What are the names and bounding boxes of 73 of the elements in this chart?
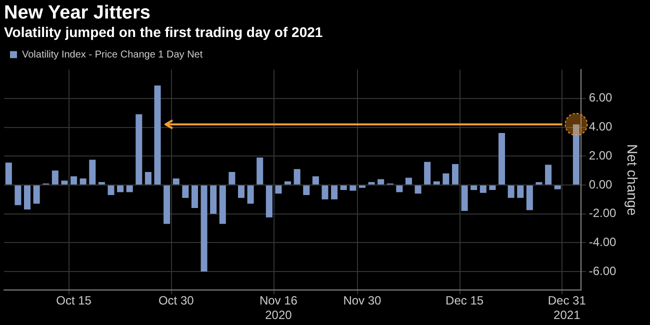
bar bbox=[200, 185, 208, 272]
chart-subtitle: Volatility jumped on the first trading day of 2021 bbox=[4, 24, 323, 40]
bar bbox=[266, 185, 272, 218]
bar bbox=[80, 178, 86, 184]
legend-label: Volatility Index - Price Change 1 Day Net bbox=[22, 49, 203, 60]
y-tick-label: -6.00 bbox=[588, 264, 617, 278]
y-tick-label: -2.00 bbox=[588, 206, 617, 220]
bar bbox=[396, 185, 403, 192]
bar bbox=[144, 172, 152, 184]
bar bbox=[470, 185, 478, 190]
bar bbox=[554, 185, 561, 190]
bar bbox=[340, 185, 347, 190]
bar bbox=[275, 185, 282, 194]
bar bbox=[405, 178, 412, 184]
bar bbox=[210, 185, 217, 214]
bar bbox=[433, 181, 440, 184]
y-tick-label: 2.00 bbox=[588, 148, 613, 162]
x-tick-label: Oct 15 bbox=[56, 294, 92, 308]
bar bbox=[489, 185, 496, 190]
x-tick-label: Dec 15 bbox=[446, 294, 484, 308]
bar bbox=[442, 173, 450, 184]
bar bbox=[350, 185, 356, 191]
bar bbox=[526, 185, 533, 210]
bar bbox=[33, 185, 40, 204]
bar bbox=[508, 185, 514, 198]
x-tick-label: Nov 16 2020 bbox=[259, 294, 298, 322]
bar bbox=[545, 164, 552, 184]
bar bbox=[452, 164, 458, 184]
y-axis-title: Net change bbox=[624, 144, 641, 216]
bar bbox=[219, 185, 226, 224]
bar bbox=[294, 169, 300, 184]
bar bbox=[312, 176, 319, 184]
bar bbox=[61, 180, 68, 184]
bar bbox=[191, 185, 198, 208]
bar bbox=[182, 185, 189, 198]
bar bbox=[164, 185, 170, 224]
bar bbox=[424, 162, 431, 184]
bar bbox=[498, 133, 506, 184]
bar bbox=[572, 124, 580, 184]
y-tick-label: -4.00 bbox=[588, 234, 617, 249]
bar bbox=[14, 185, 22, 206]
bar bbox=[284, 181, 292, 184]
bar bbox=[70, 176, 78, 184]
bar bbox=[52, 170, 58, 184]
bar bbox=[461, 185, 468, 211]
bar bbox=[24, 185, 31, 210]
bar bbox=[5, 162, 12, 184]
bar bbox=[322, 185, 328, 200]
bar bbox=[358, 185, 366, 188]
y-tick-label: 0.00 bbox=[588, 177, 613, 192]
y-tick-label: 4.00 bbox=[588, 120, 613, 134]
x-tick-label: Nov 30 bbox=[343, 294, 382, 308]
bar bbox=[154, 85, 161, 184]
bar bbox=[303, 185, 310, 196]
y-tick-label: 6.00 bbox=[588, 90, 613, 105]
bar bbox=[256, 158, 264, 184]
bar bbox=[228, 172, 236, 184]
bar bbox=[414, 185, 422, 194]
bar bbox=[247, 185, 254, 204]
bar bbox=[378, 179, 384, 184]
chart-title: New Year Jitters bbox=[4, 2, 150, 24]
x-tick-label: Dec 31 2021 bbox=[548, 294, 586, 322]
bar bbox=[517, 185, 524, 198]
bar bbox=[126, 185, 133, 192]
bar bbox=[136, 114, 142, 184]
bar bbox=[480, 185, 486, 193]
x-tick-label: Oct 30 bbox=[158, 294, 194, 308]
bar bbox=[108, 185, 114, 196]
bar bbox=[117, 185, 124, 192]
bar bbox=[89, 160, 96, 184]
bar bbox=[331, 185, 338, 200]
bar bbox=[172, 178, 180, 184]
bar bbox=[238, 185, 245, 198]
